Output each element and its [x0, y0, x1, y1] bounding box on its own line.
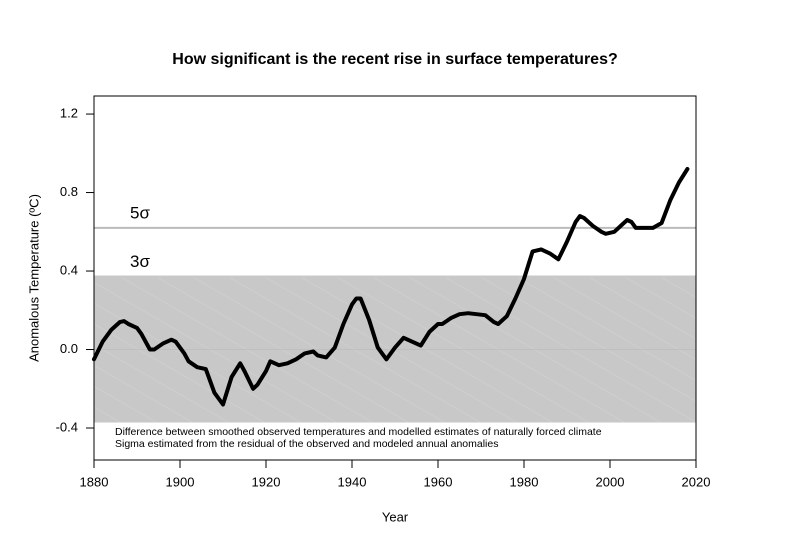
sigma-label: 3σ: [130, 252, 150, 271]
annotation: Sigma estimated from the residual of the…: [115, 438, 498, 450]
x-tick-label: 2020: [682, 474, 711, 489]
y-axis-label: Anomalous Temperature (ºC): [26, 194, 41, 362]
x-tick-label: 1880: [80, 474, 109, 489]
y-tick-label: 0.4: [60, 262, 78, 277]
x-tick-label: 1900: [166, 474, 195, 489]
chart-title: How significant is the recent rise in su…: [172, 51, 617, 68]
temperature-line: [92, 167, 690, 407]
sigma-label: 5σ: [130, 203, 150, 222]
x-tick-label: 2000: [596, 474, 625, 489]
x-tick-label: 1920: [252, 474, 281, 489]
y-tick-label: 0.8: [60, 184, 78, 199]
plot-frame: [93, 95, 697, 461]
x-axis-label: Year: [382, 509, 409, 524]
annotation: Difference between smoothed observed tem…: [115, 426, 602, 438]
x-tick-label: 1980: [510, 474, 539, 489]
y-tick-label: 1.2: [60, 105, 78, 120]
y-tick-label: 0.0: [60, 341, 78, 356]
x-tick-label: 1940: [338, 474, 367, 489]
x-tick-label: 1960: [424, 474, 453, 489]
y-tick-label: -0.4: [56, 419, 78, 434]
